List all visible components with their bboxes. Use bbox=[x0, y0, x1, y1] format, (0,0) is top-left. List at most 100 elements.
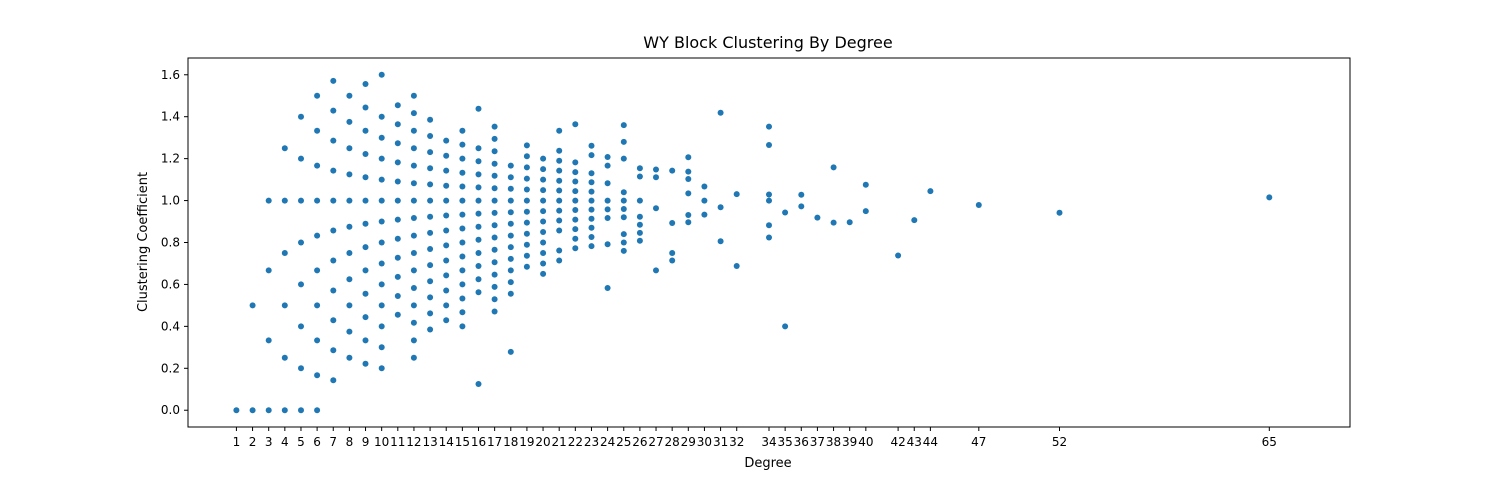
scatter-point bbox=[620, 197, 627, 204]
scatter-point bbox=[281, 302, 288, 309]
scatter-point bbox=[394, 121, 401, 128]
x-tick-label: 21 bbox=[552, 435, 567, 449]
scatter-point bbox=[346, 276, 353, 283]
scatter-point bbox=[653, 166, 659, 173]
scatter-point bbox=[685, 168, 692, 175]
x-axis-label: Degree bbox=[744, 456, 791, 471]
scatter-point bbox=[491, 135, 498, 142]
x-tick-label: 40 bbox=[858, 435, 873, 449]
scatter-point bbox=[572, 169, 579, 176]
scatter-point bbox=[298, 197, 304, 204]
scatter-point bbox=[394, 311, 401, 318]
scatter-point bbox=[572, 178, 579, 185]
scatter-point bbox=[620, 239, 627, 246]
scatter-point bbox=[556, 227, 563, 234]
scatter-point bbox=[330, 317, 337, 324]
scatter-point bbox=[830, 164, 837, 171]
scatter-point bbox=[491, 123, 498, 130]
scatter-point bbox=[330, 167, 337, 174]
x-tick-label: 43 bbox=[907, 435, 922, 449]
scatter-point bbox=[491, 308, 498, 315]
scatter-point bbox=[346, 328, 353, 335]
x-tick-label: 28 bbox=[665, 435, 680, 449]
scatter-point bbox=[459, 197, 466, 204]
scatter-point bbox=[475, 158, 482, 165]
x-tick-label: 19 bbox=[519, 435, 534, 449]
scatter-point bbox=[330, 227, 337, 234]
scatter-point bbox=[572, 245, 579, 252]
scatter-point bbox=[862, 181, 869, 188]
scatter-point bbox=[540, 187, 547, 194]
scatter-point bbox=[443, 287, 450, 294]
scatter-point bbox=[523, 142, 530, 149]
scatter-point bbox=[427, 246, 434, 252]
scatter-point bbox=[975, 202, 982, 208]
scatter-point bbox=[556, 197, 563, 204]
scatter-point bbox=[346, 354, 353, 361]
scatter-point bbox=[491, 148, 498, 155]
scatter-point bbox=[604, 206, 611, 213]
scatter-point bbox=[427, 278, 434, 285]
scatter-point bbox=[330, 287, 337, 294]
scatter-point bbox=[523, 197, 530, 204]
scatter-point bbox=[588, 206, 595, 213]
scatter-point bbox=[717, 204, 724, 211]
scatter-points bbox=[233, 71, 1273, 414]
y-axis: 0.0 0.2 0.4 0.6 0.8 1.0 1.2 1.4 1.6 bbox=[161, 68, 188, 417]
x-tick-label: 39 bbox=[842, 435, 857, 449]
scatter-point bbox=[475, 263, 482, 269]
scatter-point bbox=[620, 214, 627, 221]
x-tick-label: 65 bbox=[1262, 435, 1277, 449]
scatter-point bbox=[443, 152, 450, 159]
scatter-point bbox=[491, 283, 498, 290]
scatter-point bbox=[685, 154, 692, 161]
scatter-point bbox=[410, 319, 417, 326]
scatter-point bbox=[410, 110, 417, 117]
scatter-point bbox=[443, 317, 450, 324]
x-tick-label: 23 bbox=[584, 435, 599, 449]
scatter-point bbox=[636, 173, 643, 180]
scatter-point bbox=[298, 323, 304, 330]
scatter-point bbox=[556, 167, 563, 174]
x-tick-label: 6 bbox=[313, 435, 321, 449]
scatter-point bbox=[362, 290, 369, 297]
scatter-point bbox=[604, 154, 611, 160]
scatter-point bbox=[410, 92, 417, 99]
scatter-point bbox=[556, 247, 563, 254]
scatter-point bbox=[540, 176, 547, 183]
scatter-point bbox=[572, 216, 579, 223]
scatter-point bbox=[669, 167, 676, 174]
scatter-point bbox=[798, 191, 805, 198]
scatter-point bbox=[265, 197, 272, 204]
scatter-point bbox=[378, 71, 385, 78]
scatter-point bbox=[362, 314, 369, 321]
scatter-point bbox=[636, 197, 643, 204]
scatter-point bbox=[588, 243, 595, 250]
x-tick-label: 5 bbox=[297, 435, 305, 449]
scatter-point bbox=[588, 188, 595, 195]
scatter-point bbox=[330, 107, 337, 114]
scatter-point bbox=[475, 210, 482, 217]
scatter-point bbox=[604, 285, 611, 291]
scatter-point bbox=[523, 175, 530, 182]
scatter-point bbox=[766, 222, 772, 229]
scatter-point bbox=[540, 229, 547, 235]
x-tick-label: 35 bbox=[777, 435, 792, 449]
scatter-point bbox=[1266, 194, 1273, 201]
plot-frame bbox=[187, 57, 1351, 428]
scatter-point bbox=[491, 296, 498, 303]
scatter-point bbox=[362, 104, 369, 111]
scatter-point bbox=[636, 221, 643, 228]
scatter-point bbox=[540, 260, 547, 267]
scatter-point bbox=[540, 197, 547, 204]
scatter-point bbox=[378, 365, 385, 372]
scatter-point bbox=[556, 147, 563, 154]
x-tick-label: 4 bbox=[281, 435, 289, 449]
scatter-point bbox=[620, 231, 627, 238]
scatter-point bbox=[701, 183, 708, 190]
x-tick-label: 30 bbox=[697, 435, 712, 449]
scatter-point bbox=[330, 77, 337, 84]
x-tick-label: 24 bbox=[600, 435, 615, 449]
scatter-point bbox=[620, 155, 627, 162]
scatter-point bbox=[523, 241, 530, 248]
